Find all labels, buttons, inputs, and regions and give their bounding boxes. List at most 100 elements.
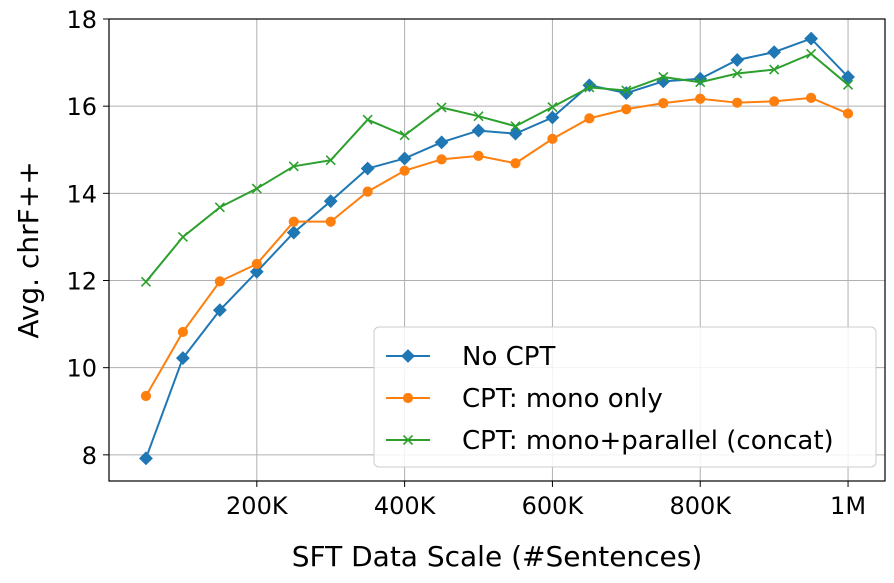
x-tick-label: 600K xyxy=(522,492,585,520)
data-point xyxy=(362,186,373,197)
data-point xyxy=(658,71,669,83)
x-tick-label: 1M xyxy=(830,492,866,520)
data-point xyxy=(769,96,780,107)
data-point xyxy=(473,150,484,161)
series-3 xyxy=(140,48,854,287)
series-line xyxy=(145,52,849,283)
series-line xyxy=(145,37,849,459)
marker-stroke xyxy=(658,71,669,83)
y-tick-label: 18 xyxy=(66,6,97,34)
data-point xyxy=(547,133,558,144)
data-point xyxy=(769,64,780,75)
x-tick-label: 800K xyxy=(669,492,732,520)
legend-marker xyxy=(401,349,415,363)
data-point xyxy=(212,303,227,318)
data-point xyxy=(177,326,189,338)
marker-stroke xyxy=(621,85,632,96)
series-line xyxy=(145,96,849,397)
data-point xyxy=(360,161,375,176)
data-point xyxy=(175,351,190,365)
plot-frame xyxy=(108,18,886,482)
data-point xyxy=(288,216,299,227)
marker-stroke xyxy=(140,276,152,287)
data-point xyxy=(399,130,410,141)
data-point xyxy=(288,161,299,172)
data-point xyxy=(140,390,152,402)
data-point xyxy=(584,113,595,124)
y-tick-label: 10 xyxy=(66,355,97,383)
data-point xyxy=(804,31,819,46)
data-point xyxy=(621,85,632,96)
data-point xyxy=(584,82,595,93)
y-tick-label: 8 xyxy=(82,442,97,470)
data-point xyxy=(399,165,410,176)
marker-stroke xyxy=(806,48,817,59)
legend-marker xyxy=(402,392,414,404)
marker-stroke xyxy=(288,161,299,172)
series-layer xyxy=(139,31,855,466)
y-axis-label: Avg. chrF++ xyxy=(12,161,45,338)
marker-stroke xyxy=(584,82,595,93)
data-point xyxy=(249,264,264,279)
data-point xyxy=(805,92,817,103)
data-point xyxy=(177,231,188,242)
data-point xyxy=(621,104,632,115)
x-tick-label: 200K xyxy=(226,492,289,520)
data-point xyxy=(473,111,484,122)
data-point xyxy=(436,102,447,113)
marker-stroke xyxy=(399,130,410,141)
data-point xyxy=(139,451,153,466)
marker-stroke xyxy=(177,231,188,242)
marker-stroke xyxy=(402,434,414,446)
data-point xyxy=(841,70,855,84)
legend-label: No CPT xyxy=(462,342,555,372)
marker-stroke xyxy=(510,121,521,132)
data-point xyxy=(510,121,521,132)
data-point xyxy=(695,77,706,88)
y-tick-label: 16 xyxy=(66,93,97,121)
data-point xyxy=(214,276,225,287)
data-point xyxy=(251,258,262,270)
data-point xyxy=(325,216,336,227)
marker-stroke xyxy=(547,101,558,113)
data-point xyxy=(434,135,449,150)
y-tick-label: 12 xyxy=(66,268,97,296)
data-point xyxy=(362,114,373,125)
data-point xyxy=(806,48,817,59)
data-point xyxy=(693,71,708,86)
data-point xyxy=(510,158,521,169)
legend-marker xyxy=(402,434,414,446)
data-point xyxy=(214,202,225,213)
marker-stroke xyxy=(473,111,484,122)
legend-item: CPT: mono only xyxy=(386,384,663,414)
data-point xyxy=(767,45,782,60)
legend-box xyxy=(373,326,877,468)
series-1 xyxy=(139,31,855,466)
data-point xyxy=(323,194,338,209)
legend: No CPT CPT: mono only CPT: mono+parallel (… xyxy=(373,326,877,468)
series-2 xyxy=(140,92,854,402)
data-point xyxy=(397,151,412,166)
data-point xyxy=(658,98,669,109)
marker-stroke xyxy=(436,102,447,113)
x-tick-label: 400K xyxy=(374,492,437,520)
marker-stroke xyxy=(842,79,854,90)
legend-item: No CPT xyxy=(386,342,555,372)
marker-stroke xyxy=(251,183,262,194)
data-point xyxy=(842,108,854,119)
x-axis-label: SFT Data Scale (#Sentences) xyxy=(292,540,703,573)
marker-stroke xyxy=(695,77,706,88)
legend-label: CPT: mono only xyxy=(462,384,663,414)
y-tick-label: 14 xyxy=(66,180,97,208)
data-point xyxy=(545,110,560,125)
data-point xyxy=(732,97,743,108)
data-point xyxy=(547,101,558,113)
data-point xyxy=(325,155,336,166)
marker-stroke xyxy=(732,68,743,79)
legend-item: CPT: mono+parallel (concat) xyxy=(386,426,834,456)
marker-stroke xyxy=(362,114,373,125)
data-point xyxy=(286,225,301,240)
data-point xyxy=(251,183,262,194)
legend-label: CPT: mono+parallel (concat) xyxy=(462,426,834,456)
data-point xyxy=(140,276,152,287)
